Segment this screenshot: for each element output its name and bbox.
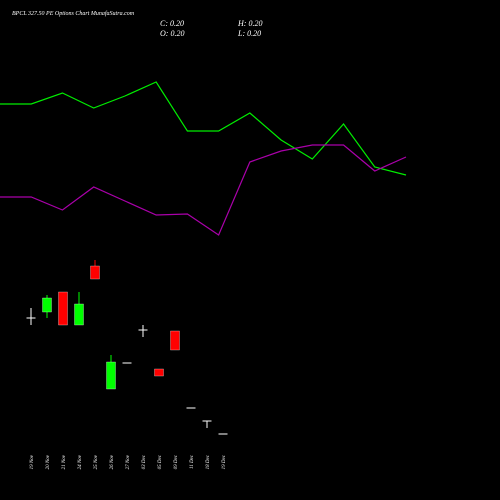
x-tick-label: 19 Dec <box>222 454 227 469</box>
candle-body <box>170 330 180 351</box>
candle-body <box>186 407 196 409</box>
x-tick-label: 09 Dec <box>174 454 179 469</box>
x-tick-label: 05 Dec <box>158 454 163 469</box>
x-tick-label: 03 Dec <box>142 454 147 469</box>
x-tick-label: 11 Dec <box>190 454 195 469</box>
x-tick-label: 18 Dec <box>206 454 211 469</box>
chart-title: BPCL 327.50 PE Options Chart MunafaSutra… <box>12 10 135 17</box>
x-tick-label: 19 Nov <box>30 454 35 469</box>
x-tick-label: 25 Nov <box>94 454 99 469</box>
close-label: C: 0.20 <box>160 19 184 28</box>
open-label: O: 0.20 <box>160 29 184 38</box>
candle-body <box>138 329 148 331</box>
high-label: H: 0.20 <box>237 19 262 28</box>
low-label: L: 0.20 <box>237 29 261 38</box>
x-tick-label: 21 Nov <box>62 454 67 469</box>
candle-body <box>90 265 100 280</box>
candle-body <box>218 433 228 435</box>
candle-body <box>58 291 68 326</box>
x-tick-label: 20 Nov <box>46 454 51 469</box>
indicator-line <box>0 81 407 176</box>
x-tick-label: 26 Nov <box>110 454 115 469</box>
candle-body <box>154 368 164 377</box>
x-tick-label: 24 Nov <box>78 454 83 469</box>
candle-body <box>74 303 84 326</box>
candle-body <box>202 420 212 422</box>
candle-body <box>42 297 52 313</box>
indicator-line <box>0 144 407 236</box>
candle-body <box>106 361 116 390</box>
x-tick-label: 27 Nov <box>126 454 131 469</box>
candle-body <box>122 362 132 364</box>
candle-body <box>26 317 36 319</box>
